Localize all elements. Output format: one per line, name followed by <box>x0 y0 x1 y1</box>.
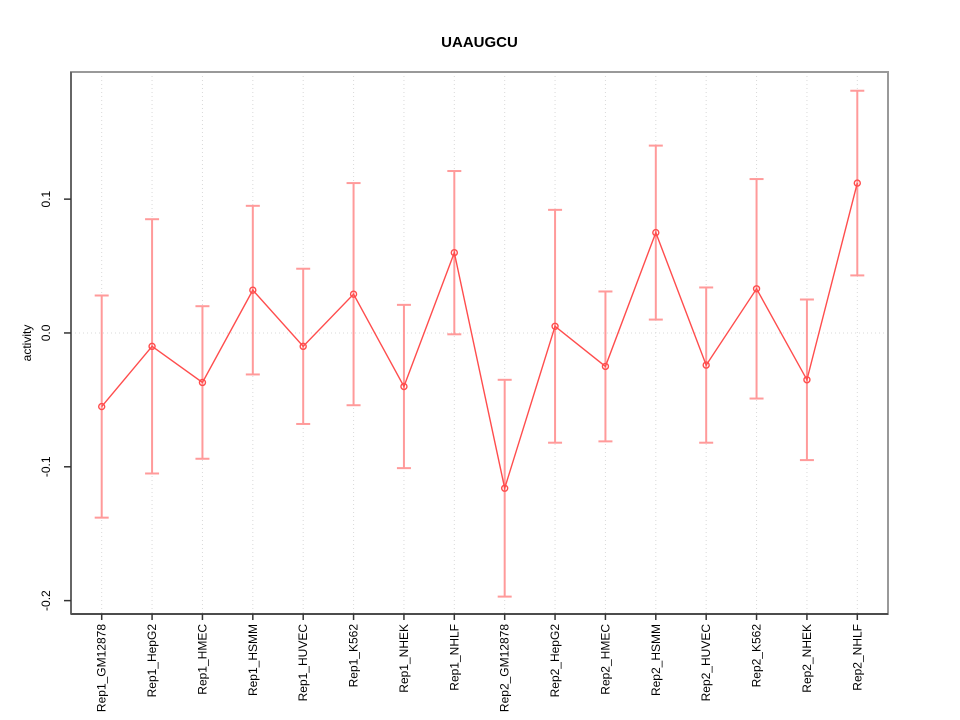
x-tick-label: Rep1_NHLF <box>447 624 461 691</box>
x-tick-label: Rep2_NHLF <box>850 624 864 691</box>
x-tick-label: Rep2_HepG2 <box>548 624 562 698</box>
x-tick-label: Rep2_NHEK <box>800 624 814 693</box>
series-line <box>101 182 858 491</box>
y-tick-label: -0.2 <box>39 590 53 611</box>
data-point-marker <box>249 286 257 294</box>
plot-border <box>70 71 889 615</box>
data-point-marker <box>450 248 459 257</box>
data-point-marker <box>400 382 408 391</box>
x-tick-label: Rep1_HSMM <box>246 624 260 696</box>
x-tick-label: Rep2_GM12878 <box>498 624 512 712</box>
y-tick-label: -0.1 <box>39 456 53 477</box>
data-point-marker <box>652 228 660 237</box>
x-tick-label: Rep1_NHEK <box>397 624 411 693</box>
data-point-marker <box>803 376 811 384</box>
data-point-marker <box>853 179 861 187</box>
data-point-marker <box>551 322 559 330</box>
chart-title: UAAUGCU <box>441 34 518 51</box>
x-tick-label: Rep1_HMEC <box>195 624 209 695</box>
x-tick-label: Rep2_HUVEC <box>699 624 713 702</box>
x-tick-label: Rep2_K562 <box>750 624 764 688</box>
data-point-marker <box>299 342 307 351</box>
data-point-marker <box>349 290 358 298</box>
data-point-marker <box>97 402 106 411</box>
data-point-marker <box>601 362 610 371</box>
data-point-marker <box>702 361 710 369</box>
x-tick-label: Rep1_K562 <box>347 624 361 688</box>
x-tick-label: Rep1_GM12878 <box>95 624 109 712</box>
y-tick-label: 0.1 <box>39 190 53 207</box>
x-tick-label: Rep2_HMEC <box>598 624 612 695</box>
data-point-marker <box>148 342 156 351</box>
data-point-marker <box>500 484 509 492</box>
y-tick-label: 0.0 <box>39 324 53 341</box>
x-tick-label: Rep1_HepG2 <box>145 624 159 698</box>
x-tick-label: Rep2_HSMM <box>649 624 663 696</box>
data-point-marker <box>198 378 207 387</box>
x-tick-label: Rep1_HUVEC <box>296 624 310 702</box>
data-point-marker <box>752 285 761 293</box>
